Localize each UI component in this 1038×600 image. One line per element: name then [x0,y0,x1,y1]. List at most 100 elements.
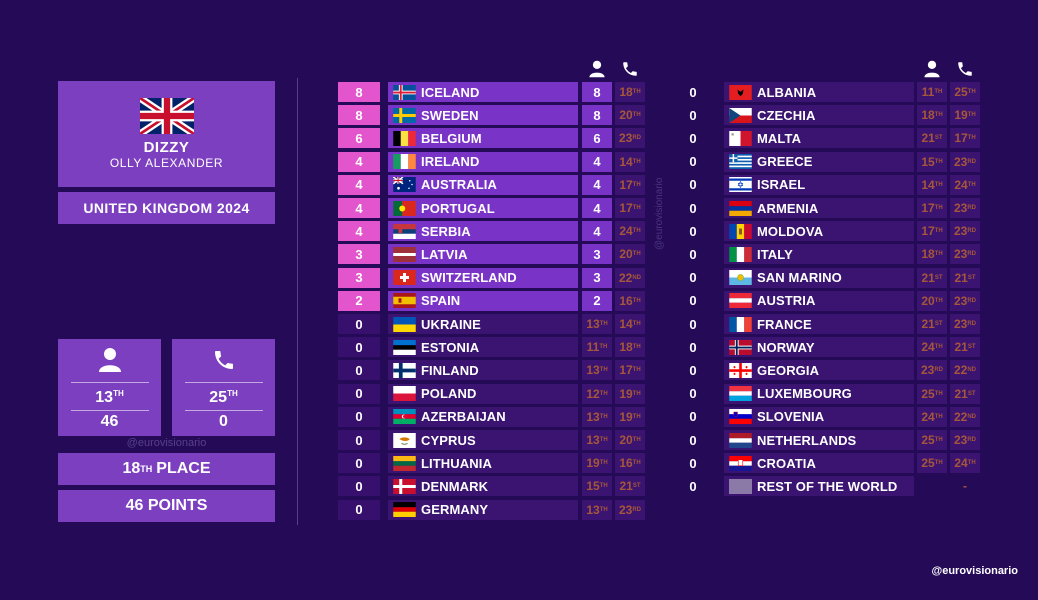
rank-cell: 18 TH [917,105,947,126]
flag-ireland-icon [393,154,416,170]
final-place: 18 TH PLACE [58,453,275,485]
jury-person-icon [582,58,612,80]
vote-row: 0 LUXEMBOURG 25 TH 21 ST [672,383,984,404]
rank-cell: 21 ST [917,314,947,334]
points-cell: 0 [689,246,697,262]
vote-row: 0 FINLAND 13 TH 17 TH [338,360,648,381]
rank-cell: 22 ND [950,360,980,381]
points-cell: 0 [689,478,697,494]
rank-cell: 23 RD [950,314,980,334]
country-name: ESTONIA [421,339,480,355]
rank-cell: 16 TH [615,453,645,474]
country-name: SAN MARINO [757,270,842,286]
vote-row: 0 ALBANIA 11 TH 25 TH [672,82,984,102]
rank-cell: 21 ST [950,337,980,358]
points-cell: 0 [338,406,380,427]
country-cell: LATVIA [388,244,578,265]
rank-cell: 13 TH [582,430,612,450]
vote-row: 6 BELGIUM 6 23 RD [338,128,648,149]
vote-row: 0 ARMENIA 17 TH 23 RD [672,198,984,218]
flag-lithuania-icon [393,455,416,471]
flag-germany-icon [393,502,416,518]
rest-of-world-icon [729,478,752,494]
country-cell: AUSTRALIA [388,174,578,195]
country-name: NETHERLANDS [757,432,857,448]
country-cell: AUSTRIA [724,290,914,311]
country-name: PORTUGAL [421,200,495,216]
rank-cell: 24 TH [917,337,947,358]
country-cell: SWITZERLAND [388,267,578,288]
watermark: @eurovisionario [126,437,207,449]
country-cell: LITHUANIA [388,453,578,474]
jury-person-icon [917,58,947,80]
rank-cell: 17 TH [950,128,980,149]
points-cell: 4 [338,221,380,242]
flag-denmark-icon [393,478,416,494]
country-name: LATVIA [421,246,468,262]
flag-ukraine-icon [393,316,416,332]
rank-cell: 14 TH [615,151,645,172]
country-name: LITHUANIA [421,455,492,471]
flag-portugal-icon [393,200,416,216]
rank-cell: 18 TH [917,244,947,265]
points-cell: 0 [689,177,697,193]
country-cell: ESTONIA [388,337,578,358]
country-name: DENMARK [421,478,489,494]
points-cell: 0 [689,339,697,355]
points-cell: 0 [689,223,697,239]
vote-row: 0 MALTA 21 ST 17 TH [672,128,984,149]
flag-armenia-icon [729,200,752,216]
rank-cell: 11 TH [917,82,947,102]
flag-malta-icon [729,130,752,146]
flag-greece-icon [729,154,752,170]
country-cell: GERMANY [388,499,578,520]
vote-row: 0 ITALY 18 TH 23 RD [672,244,984,265]
rank-cell: 19 TH [582,453,612,474]
vote-row: 0 ISRAEL 14 TH 24 TH [672,174,984,195]
divider-line [70,382,149,383]
points-cell: 0 [689,409,697,425]
rank-cell: 20 TH [615,105,645,126]
country-cell: MALTA [724,128,914,149]
rank-cell: 21 ST [950,383,980,404]
flag-france-icon [729,316,752,332]
vote-row: 0 GREECE 15 TH 23 RD [672,151,984,172]
country-cell: AZERBAIJAN [388,406,578,427]
country-cell: GREECE [724,151,914,172]
points-cell: 0 [689,386,697,402]
country-name: AZERBAIJAN [421,409,506,425]
points-cell: 0 [338,360,380,381]
vote-row: 4 PORTUGAL 4 17 TH [338,198,648,218]
country-name: SWEDEN [421,107,479,123]
vote-row: 0 NORWAY 24 TH 21 ST [672,337,984,358]
vote-row: 2 SPAIN 2 16 TH [338,290,648,311]
vote-row: 0 DENMARK 15 TH 21 ST [338,476,648,497]
rank-cell: 17 TH [917,198,947,218]
person-icon [98,346,122,374]
rank-cell: 24 TH [917,406,947,427]
flag-serbia-icon [393,223,416,239]
country-name: GREECE [757,154,813,170]
vote-row: 3 SWITZERLAND 3 22 ND [338,267,648,288]
country-name: ICELAND [421,84,480,100]
points-cell: 0 [689,293,697,309]
country-name: LUXEMBOURG [757,386,852,402]
rank-cell: 17 TH [615,198,645,218]
country-cell: ALBANIA [724,82,914,102]
country-name: NORWAY [757,339,815,355]
country-cell: FRANCE [724,314,914,334]
rank-cell: 19 TH [615,406,645,427]
rank-cell: 13 TH [582,360,612,381]
rank-cell: 20 TH [615,430,645,450]
country-cell: CZECHIA [724,105,914,126]
country-name: FRANCE [757,316,812,332]
flag-luxembourg-icon [729,386,752,402]
points-cell: 0 [689,432,697,448]
rank-cell: 17 TH [615,360,645,381]
country-name: SERBIA [421,223,471,239]
points-cell: 8 [338,105,380,126]
rank-cell: 22 ND [950,406,980,427]
country-cell: MOLDOVA [724,221,914,242]
rank-cell: 25 TH [950,82,980,102]
vote-row: 0 CZECHIA 18 TH 19 TH [672,105,984,126]
